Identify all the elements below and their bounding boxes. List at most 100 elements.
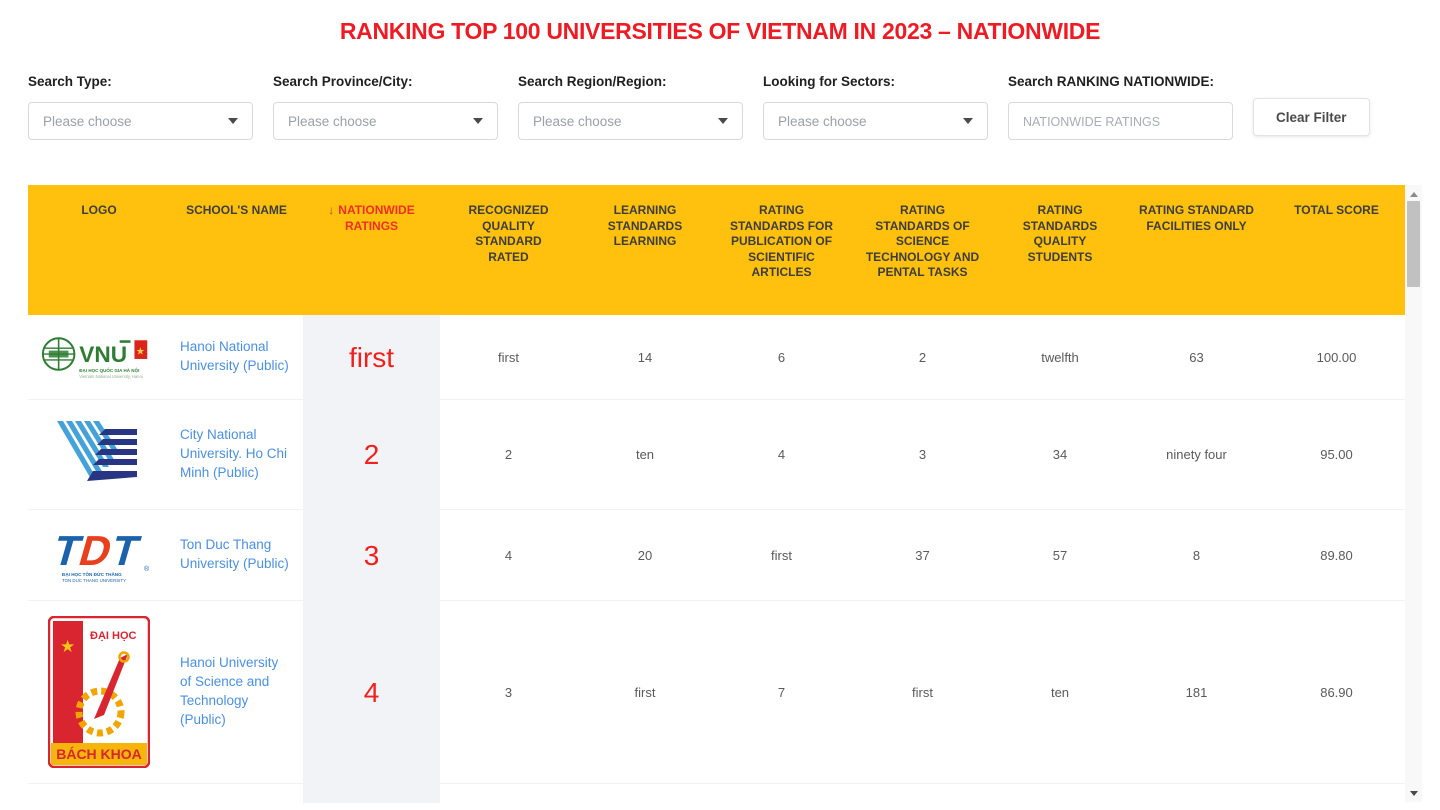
vertical-scrollbar[interactable] (1405, 185, 1422, 802)
table-row: VNU ★ ĐẠI HỌC QUỐC GIA HÀ NỘI Vietnam Na… (28, 315, 1405, 400)
recognized-quality-cell: first (440, 315, 577, 400)
nationwide-rating-cell (303, 784, 440, 803)
region-select[interactable]: Please choose (518, 102, 743, 140)
column-header-school-name[interactable]: SCHOOL'S NAME (186, 203, 287, 217)
bach-khoa-logo: ★ ĐẠI HỌC BÁCH KHOA (28, 601, 170, 784)
publication-cell: 7 (713, 601, 850, 784)
search-type-select[interactable]: Please choose (28, 102, 253, 140)
table-row: T D T ® ĐẠI HỌC TÔN ĐỨC THẮNG TON DUC TH… (28, 510, 1405, 601)
publication-cell: 6 (713, 315, 850, 400)
science-technology-cell: 37 (850, 510, 995, 601)
ranking-table: LOGO SCHOOL'S NAME ↓ NATIONWIDE RATINGS R… (28, 185, 1422, 803)
school-name-cell: Hanoi University of Science and Technolo… (170, 601, 303, 784)
school-link[interactable]: Hanoi University of Science and Technolo… (180, 655, 279, 727)
svg-text:TON DUC THANG UNIVERSITY: TON DUC THANG UNIVERSITY (62, 578, 126, 583)
nationwide-rating-cell: first (303, 315, 440, 400)
nationwide-rating-cell: 3 (303, 510, 440, 601)
search-type-label: Search Type: (28, 74, 112, 89)
search-type-placeholder: Please choose (43, 113, 132, 129)
school-name-cell: City National University. Ho Chi Minh (P… (170, 400, 303, 510)
svg-text:ĐẠI HỌC QUỐC GIA HÀ NỘI: ĐẠI HỌC QUỐC GIA HÀ NỘI (79, 366, 139, 373)
ton-duc-thang-logo: T D T ® ĐẠI HỌC TÔN ĐỨC THẮNG TON DUC TH… (28, 510, 170, 601)
svg-text:VNU: VNU (79, 342, 127, 367)
table-body: VNU ★ ĐẠI HỌC QUỐC GIA HÀ NỘI Vietnam Na… (28, 315, 1405, 803)
sectors-placeholder: Please choose (778, 113, 867, 129)
facilities-cell: 8 (1125, 510, 1268, 601)
chevron-down-icon (473, 118, 483, 124)
chevron-down-icon (228, 118, 238, 124)
school-link[interactable]: Hanoi National University (Public) (180, 339, 289, 373)
nationwide-ratings-header-label: NATIONWIDE RATINGS (338, 203, 415, 233)
svg-text:®: ® (144, 565, 150, 573)
table-row-partial (28, 784, 1405, 803)
region-placeholder: Please choose (533, 113, 622, 129)
column-header-total-score[interactable]: TOTAL SCORE (1294, 203, 1379, 217)
column-header-science-technology[interactable]: RATING STANDARDS OF SCIENCE TECHNOLOGY A… (865, 203, 980, 280)
svg-text:ĐẠI HỌC TÔN ĐỨC THẮNG: ĐẠI HỌC TÔN ĐỨC THẮNG (62, 570, 122, 577)
nationwide-rating-cell: 2 (303, 400, 440, 510)
recognized-quality-cell: 2 (440, 400, 577, 510)
column-header-learning-standards[interactable]: LEARNING STANDARDS LEARNING (607, 203, 683, 249)
column-header-recognized-quality[interactable]: RECOGNIZED QUALITY STANDARD RATED (468, 203, 549, 264)
filter-province-city: Search Province/City: Please choose (273, 74, 498, 140)
sectors-label: Looking for Sectors: (763, 74, 896, 89)
vnu-hanoi-logo: VNU ★ ĐẠI HỌC QUỐC GIA HÀ NỘI Vietnam Na… (28, 315, 170, 400)
learning-standards-cell: 14 (577, 315, 713, 400)
quality-students-cell: twelfth (995, 315, 1125, 400)
page-title: RANKING TOP 100 UNIVERSITIES OF VIETNAM … (339, 18, 1101, 44)
sort-descending-icon: ↓ (328, 203, 335, 217)
nationwide-ratings-input[interactable] (1008, 102, 1233, 140)
table-header: LOGO SCHOOL'S NAME ↓ NATIONWIDE RATINGS R… (28, 185, 1405, 315)
province-city-placeholder: Please choose (288, 113, 377, 129)
school-link[interactable]: City National University. Ho Chi Minh (P… (180, 427, 288, 480)
svg-text:BÁCH KHOA: BÁCH KHOA (56, 746, 142, 762)
total-score-cell: 86.90 (1268, 601, 1405, 784)
nationwide-rating-cell: 4 (303, 601, 440, 784)
sectors-select[interactable]: Please choose (763, 102, 988, 140)
svg-text:★: ★ (136, 347, 145, 358)
quality-students-cell: ten (995, 601, 1125, 784)
filter-search-type: Search Type: Please choose (28, 74, 253, 140)
total-score-cell: 95.00 (1268, 400, 1405, 510)
clear-filter-button[interactable]: Clear Filter (1253, 98, 1370, 136)
school-name-cell: Ton Duc Thang University (Public) (170, 510, 303, 601)
svg-text:★: ★ (60, 637, 75, 656)
learning-standards-cell: ten (577, 400, 713, 510)
vnu-hcm-logo (28, 400, 170, 510)
recognized-quality-cell: 3 (440, 601, 577, 784)
school-link[interactable]: Ton Duc Thang University (Public) (180, 537, 289, 571)
science-technology-cell: first (850, 601, 995, 784)
column-header-nationwide-ratings[interactable]: ↓ NATIONWIDE RATINGS (303, 185, 440, 315)
scrollbar-thumb[interactable] (1407, 201, 1420, 287)
facilities-cell: ninety four (1125, 400, 1268, 510)
facilities-cell: 181 (1125, 601, 1268, 784)
science-technology-cell: 3 (850, 400, 995, 510)
scroll-up-arrow-icon[interactable] (1405, 187, 1422, 201)
filter-sectors: Looking for Sectors: Please choose (763, 74, 988, 140)
column-header-facilities[interactable]: RATING STANDARD FACILITIES ONLY (1139, 203, 1254, 233)
publication-cell: first (713, 510, 850, 601)
ranking-nationwide-label: Search RANKING NATIONWIDE: (1008, 74, 1215, 89)
publication-cell: 4 (713, 400, 850, 510)
svg-text:Vietnam National University, H: Vietnam National University, Hanoi (79, 374, 142, 379)
scroll-down-arrow-icon[interactable] (1405, 786, 1422, 800)
total-score-cell: 100.00 (1268, 315, 1405, 400)
column-header-quality-students[interactable]: RATING STANDARDS QUALITY STUDENTS (1022, 203, 1098, 264)
school-name-cell: Hanoi National University (Public) (170, 315, 303, 400)
filter-ranking-nationwide: Search RANKING NATIONWIDE: (1008, 74, 1233, 140)
table-row: City National University. Ho Chi Minh (P… (28, 400, 1405, 510)
filter-region: Search Region/Region: Please choose (518, 74, 743, 140)
province-city-select[interactable]: Please choose (273, 102, 498, 140)
facilities-cell: 63 (1125, 315, 1268, 400)
table-row: ★ ĐẠI HỌC BÁCH KHOA Hanoi University of … (28, 601, 1405, 784)
chevron-down-icon (718, 118, 728, 124)
svg-text:ĐẠI HỌC: ĐẠI HỌC (90, 630, 137, 642)
learning-standards-cell: first (577, 601, 713, 784)
column-header-publication[interactable]: RATING STANDARDS FOR PUBLICATION OF SCIE… (729, 203, 834, 280)
column-header-logo[interactable]: LOGO (81, 203, 117, 217)
quality-students-cell: 34 (995, 400, 1125, 510)
chevron-down-icon (963, 118, 973, 124)
science-technology-cell: 2 (850, 315, 995, 400)
province-city-label: Search Province/City: (273, 74, 413, 89)
